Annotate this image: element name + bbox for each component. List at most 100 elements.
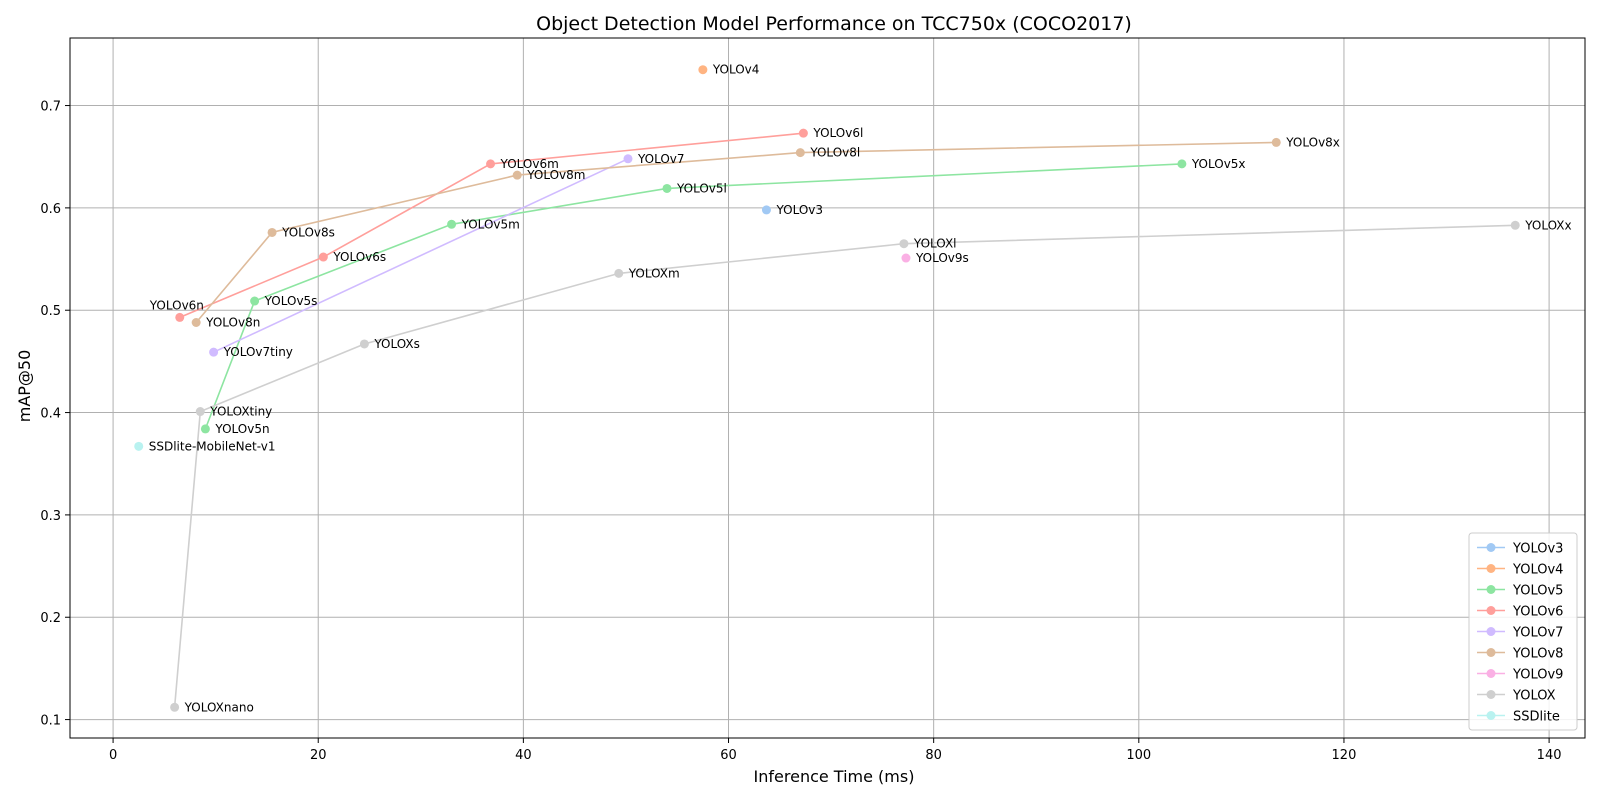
legend-item: YOLOv4 [1477,563,1563,578]
x-tick-label: 80 [925,748,942,763]
data-point [191,318,201,328]
series-yolov9 [901,253,911,263]
legend-marker [1486,711,1496,720]
y-tick-label: 0.1 [40,714,61,729]
data-point [195,407,205,417]
series-yolov8 [191,137,1281,328]
x-tick-label: 60 [720,748,737,763]
point-label: SSDlite-MobileNet-v1 [149,439,276,453]
point-label: YOLOv5n [214,422,269,436]
point-label: YOLOXs [373,337,420,351]
legend-marker [1486,585,1496,594]
y-tick-label: 0.4 [40,407,61,422]
data-point [170,702,180,712]
grid [70,38,1585,738]
point-label: YOLOXtiny [209,405,272,419]
data-point [614,268,624,278]
legend-item: SSDlite [1477,710,1560,725]
legend-label: YOLOv5 [1512,584,1563,599]
point-labels: YOLOv3 YOLOv4 YOLOv5n YOLOv5s YOLOv5m YOLOv5l… [149,63,1572,715]
point-label: YOLOv8m [526,168,585,182]
x-tick-label: 0 [109,748,117,763]
data-point [447,219,457,229]
legend-marker [1486,627,1496,636]
point-label: YOLOv8n [205,316,260,330]
point-label: YOLOv6n [149,298,204,312]
data-point [795,148,805,158]
point-label: YOLOv8l [809,146,860,160]
point-label: YOLOv5x [1191,157,1246,171]
point-label: YOLOv3 [775,203,823,217]
legend-label: YOLOv9 [1512,668,1563,683]
legend-marker [1486,564,1496,573]
series-yolov3 [761,205,771,215]
y-tick-label: 0.3 [40,509,61,524]
data-point [1510,220,1520,230]
y-tick-label: 0.6 [40,202,61,217]
point-label: YOLOv5s [264,294,318,308]
data-point [250,296,260,306]
legend-marker [1486,648,1496,657]
plot-frame [69,37,1586,739]
y-tick-label: 0.5 [40,304,61,319]
legend-label: YOLOv7 [1512,626,1563,641]
x-tick-label: 100 [1126,748,1151,763]
series-layer [134,65,1520,712]
point-label: YOLOXm [628,266,680,280]
legend-label: YOLOv3 [1512,542,1563,557]
point-label: YOLOv6s [332,250,386,264]
data-point [359,339,369,349]
point-label: YOLOv5l [676,181,727,195]
data-point [761,205,771,215]
point-label: YOLOv5m [461,217,520,231]
data-point [698,65,708,75]
legend-marker [1486,669,1496,678]
x-tick-label: 140 [1537,748,1562,763]
legend-item: YOLOv3 [1477,542,1563,557]
data-point [267,227,277,237]
legend-item: YOLOv7 [1477,626,1563,641]
data-point [899,239,909,249]
legend: YOLOv3 YOLOv4 YOLOv5 YOLOv6 YOLOv7 YOLOv8 YOLO… [1468,532,1578,731]
data-point [1271,137,1281,147]
y-axis-label: mAP@50 [15,350,34,423]
data-point [662,183,672,193]
point-label: YOLOv7 [637,152,685,166]
data-point [512,170,522,180]
point-label: YOLOXnano [184,700,254,714]
data-point [798,128,808,138]
point-label: YOLOv4 [712,63,760,77]
point-label: YOLOv8x [1285,135,1340,149]
series-line [179,132,804,319]
data-point [901,253,911,263]
series-yolov4 [698,65,708,75]
data-point [209,347,219,357]
data-point [175,312,185,322]
legend-label: YOLOv8 [1512,647,1563,662]
axis-ticks: 0 20 40 60 80 100 120 140 0.1 0.2 0.3 0.4 0.5 0.6 0.7 [40,100,1561,763]
data-point [486,159,496,169]
series-yolox [170,220,1520,712]
series-line [213,158,629,353]
point-label: YOLOv8s [281,225,335,239]
legend-marker [1486,690,1496,699]
y-tick-label: 0.7 [40,100,61,115]
series-line [173,224,1516,708]
legend-label: YOLOX [1512,689,1556,704]
point-label: YOLOv7tiny [223,345,293,359]
legend-item: YOLOv9 [1477,668,1563,683]
point-label: YOLOXl [913,237,957,251]
legend-label: YOLOv6 [1512,605,1563,620]
series-yolov6 [175,128,808,322]
legend-item: YOLOv6 [1477,605,1563,620]
y-tick-label: 0.2 [40,611,61,626]
point-label: YOLOv9s [915,251,969,265]
legend-marker [1486,606,1496,615]
legend-item: YOLOv5 [1477,584,1563,599]
point-label: YOLOv6m [500,157,559,171]
legend-label: YOLOv4 [1512,563,1563,578]
x-axis-label: Inference Time (ms) [754,767,915,786]
series-yolov7 [209,154,633,357]
